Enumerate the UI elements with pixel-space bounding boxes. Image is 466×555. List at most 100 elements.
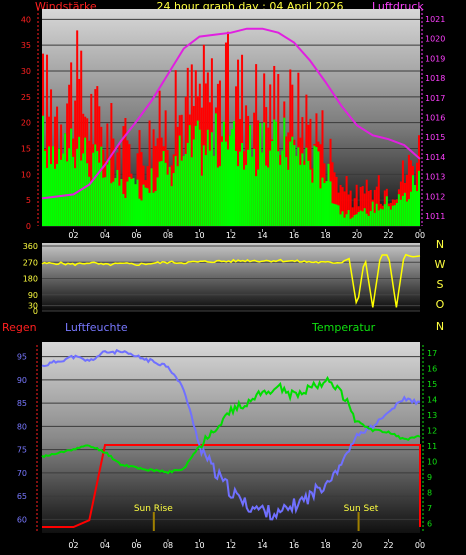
humidity-temperature-layer: Sun Rise Sun Set xyxy=(41,348,421,531)
wind-max-bar xyxy=(343,191,346,226)
wind-avg-bar xyxy=(222,121,225,226)
wind-avg-bar xyxy=(387,206,390,226)
wind-avg-bar xyxy=(166,174,169,226)
wind-avg-bar xyxy=(311,182,314,226)
x-tick-label: 20 xyxy=(352,231,362,240)
wind-avg-bar xyxy=(48,146,51,226)
wind-max-bar xyxy=(190,64,193,227)
pressure-tick-label: 1013 xyxy=(425,173,445,182)
axis-labels: 0510152025303540101110121013101410151016… xyxy=(17,9,446,550)
wind-avg-bar xyxy=(313,145,316,226)
wind-avg-bar xyxy=(186,142,189,226)
x-tick-label: 08 xyxy=(163,231,173,240)
wind-tick-label: 15 xyxy=(21,145,31,154)
wind-avg-bar xyxy=(62,153,65,226)
wind-max-bar xyxy=(401,160,404,226)
wind-avg-bar xyxy=(411,175,414,226)
wind-max-bar xyxy=(158,90,161,226)
wind-avg-bar xyxy=(184,153,187,226)
wind-max-bar xyxy=(367,191,370,226)
wind-avg-bar xyxy=(265,165,268,226)
wind-avg-bar xyxy=(108,159,111,226)
temperature-tick-label: 10 xyxy=(427,457,437,466)
wind-avg-bar xyxy=(361,211,364,226)
x-tick-label: 06 xyxy=(131,541,141,550)
x-tick-label: 02 xyxy=(68,541,78,550)
wind-max-bar xyxy=(74,100,77,226)
pressure-tick-label: 1012 xyxy=(425,192,445,201)
x-tick-label: 22 xyxy=(383,541,393,550)
humidity-tick-label: 95 xyxy=(17,353,27,362)
direction-line-layer xyxy=(41,253,421,308)
compass-label: W xyxy=(435,258,446,271)
wind-avg-bar xyxy=(353,215,356,226)
wind-avg-bar xyxy=(417,170,420,226)
wind-avg-bar xyxy=(259,122,262,226)
rain-axis-label: Regen xyxy=(2,321,37,334)
wind-avg-bar xyxy=(136,179,139,226)
wind-avg-bar xyxy=(349,218,352,226)
wind-avg-bar xyxy=(369,211,372,226)
wind-avg-bar xyxy=(100,146,103,226)
direction-tick-label: 270 xyxy=(23,258,38,267)
wind-tick-label: 5 xyxy=(26,196,31,205)
wind-avg-bar xyxy=(214,113,217,226)
compass-label: S xyxy=(437,278,444,291)
wind-avg-bar xyxy=(271,141,274,226)
wind-avg-bar xyxy=(216,167,219,226)
wind-avg-bar xyxy=(357,212,360,226)
x-tick-label: 04 xyxy=(100,231,110,240)
wind-avg-bar xyxy=(56,163,59,226)
humidity-tick-label: 65 xyxy=(17,492,27,501)
wind-avg-bar xyxy=(289,141,292,226)
wind-avg-bar xyxy=(401,195,404,226)
wind-avg-bar xyxy=(405,201,408,226)
wind-max-bar xyxy=(321,110,324,226)
x-tick-label: 10 xyxy=(194,231,204,240)
wind-avg-bar xyxy=(192,139,195,226)
wind-max-bar xyxy=(50,89,53,226)
wind-avg-bar xyxy=(168,166,171,226)
temperature-line xyxy=(41,375,421,475)
wind-avg-bar xyxy=(86,163,89,226)
wind-avg-bar xyxy=(391,205,394,226)
wind-max-bar xyxy=(148,120,151,226)
wind-avg-bar xyxy=(218,166,221,226)
pressure-tick-label: 1011 xyxy=(425,212,445,221)
wind-avg-bar xyxy=(124,197,127,226)
x-tick-label: 02 xyxy=(68,231,78,240)
x-tick-label: 00 xyxy=(415,541,425,550)
wind-avg-bar xyxy=(267,167,270,226)
wind-avg-bar xyxy=(212,155,215,226)
wind-avg-bar xyxy=(373,212,376,226)
x-tick-label: 06 xyxy=(131,231,141,240)
wind-avg-bar xyxy=(295,155,298,226)
wind-avg-bar xyxy=(379,208,382,226)
direction-tick-label: 30 xyxy=(28,302,38,311)
wind-avg-bar xyxy=(343,217,346,226)
wind-avg-bar xyxy=(261,152,264,226)
pressure-tick-label: 1019 xyxy=(425,54,445,63)
wind-max-bar xyxy=(277,73,280,227)
wind-avg-bar xyxy=(237,166,240,226)
wind-avg-bar xyxy=(74,168,77,226)
wind-avg-bar xyxy=(88,176,91,226)
wind-avg-bar xyxy=(323,183,326,226)
wind-avg-bar xyxy=(309,169,312,226)
x-tick-label: 22 xyxy=(383,231,393,240)
wind-avg-bar xyxy=(202,145,205,226)
temperature-tick-label: 16 xyxy=(427,364,437,373)
wind-max-bar xyxy=(369,189,372,226)
wind-avg-bar xyxy=(257,169,260,226)
x-tick-label: 18 xyxy=(320,541,330,550)
wind-avg-bar xyxy=(321,177,324,226)
temperature-tick-label: 12 xyxy=(427,426,437,435)
wind-avg-bar xyxy=(287,169,290,226)
wind-avg-bar xyxy=(337,205,340,226)
direction-tick-label: 0 xyxy=(33,307,38,316)
wind-avg-bar xyxy=(164,162,167,226)
wind-avg-bar xyxy=(281,150,284,226)
x-tick-label: 04 xyxy=(100,541,110,550)
wind-avg-bar xyxy=(178,135,181,226)
wind-avg-bar xyxy=(371,201,374,226)
